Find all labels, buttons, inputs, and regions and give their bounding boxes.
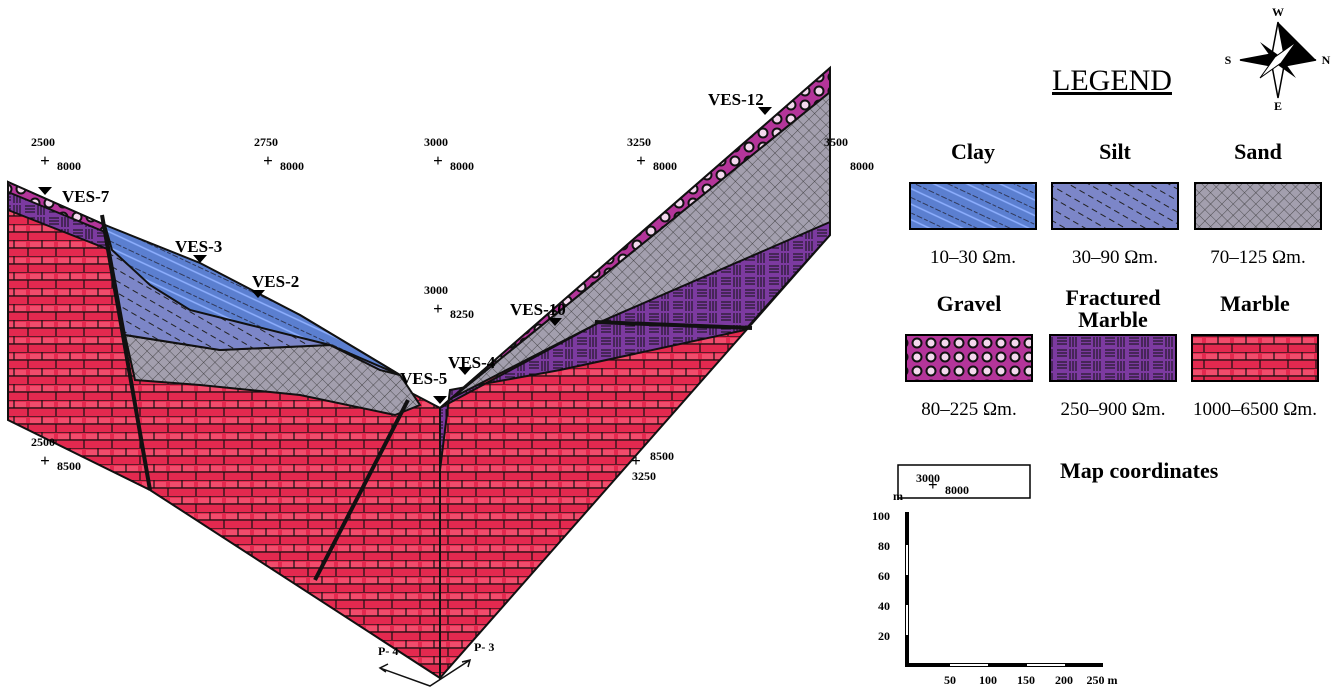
scale-y-label: 40: [878, 599, 890, 613]
legend-resistivity: 10–30 Ωm.: [930, 247, 1016, 268]
legend-name: Silt: [1099, 139, 1131, 164]
coord-plus: +: [433, 151, 443, 170]
ves-label: VES-7: [62, 187, 110, 206]
ves-label: VES-3: [175, 237, 222, 256]
coord-y: 8000: [850, 159, 874, 173]
scale-y-label: 60: [878, 569, 890, 583]
coord-plus: +: [40, 451, 50, 470]
coord-y: 8000: [653, 159, 677, 173]
legend-swatch: [906, 335, 1032, 381]
scale-x-label: 150: [1017, 673, 1035, 687]
coord-plus: +: [263, 151, 273, 170]
legend-title: LEGEND: [1052, 64, 1172, 97]
coord-x: 3500: [824, 135, 848, 149]
scale-x-label: 50: [944, 673, 956, 687]
coord-x: 3250: [627, 135, 651, 149]
coord-y: 8500: [650, 449, 674, 463]
map-coord-label: Map coordinates: [1060, 458, 1219, 483]
coord-x: 2500: [31, 435, 55, 449]
scale-x-label: 200: [1055, 673, 1073, 687]
coord-plus: +: [433, 299, 443, 318]
coord-plus: +: [40, 151, 50, 170]
ves-label: VES-2: [252, 272, 299, 291]
legend-name: Clay: [951, 139, 995, 164]
coord-x: 2750: [254, 135, 278, 149]
map-coord-plus: +: [928, 475, 938, 494]
legend-name: Marble: [1220, 291, 1290, 316]
ves-label: VES-10: [510, 300, 566, 319]
coord-y: 8000: [280, 159, 304, 173]
scale-y-label: 100: [872, 509, 890, 523]
coord-y: 8000: [450, 159, 474, 173]
coord-x: 3000: [424, 135, 448, 149]
legend-swatch: [1050, 335, 1176, 381]
legend-name: Gravel: [937, 291, 1002, 316]
scale-unit: m: [893, 489, 903, 503]
legend-resistivity: 70–125 Ωm.: [1210, 247, 1305, 268]
diagram: W E S N LEGEND 3000 + 8000 Map coordinat…: [0, 0, 1344, 689]
compass-w: W: [1272, 5, 1284, 19]
ves-marker: [38, 187, 52, 195]
scale-bar: [907, 512, 1103, 665]
coord-x: 3250: [632, 469, 656, 483]
legend-resistivity: 80–225 Ωm.: [921, 399, 1016, 420]
coord-x: 3000: [424, 283, 448, 297]
coord-plus: +: [636, 151, 646, 170]
coord-y: 8250: [450, 307, 474, 321]
legend-resistivity: 250–900 Ωm.: [1061, 399, 1166, 420]
legend-name: Sand: [1234, 139, 1282, 164]
scale-y-label: 20: [878, 629, 890, 643]
legend-swatch: [910, 183, 1036, 229]
compass: [1240, 22, 1316, 98]
legend-resistivity: 1000–6500 Ωm.: [1193, 399, 1317, 420]
scale-x-label: 250 m: [1087, 673, 1118, 687]
legend-swatch: [1195, 183, 1321, 229]
scale-x-label: 100: [979, 673, 997, 687]
legend-resistivity: 30–90 Ωm.: [1072, 247, 1158, 268]
compass-n: N: [1322, 53, 1331, 67]
coord-y: 8000: [57, 159, 81, 173]
profile-label: P- 4: [378, 644, 398, 658]
coord-y: 8500: [57, 459, 81, 473]
profile-label: P- 3: [474, 640, 494, 654]
coord-x: 2500: [31, 135, 55, 149]
scale-y-label: 80: [878, 539, 890, 553]
ves-label: VES-12: [708, 90, 764, 109]
marble-left: [8, 182, 440, 678]
compass-e: E: [1274, 99, 1282, 113]
legend-swatch: [1192, 335, 1318, 381]
map-coord-y: 8000: [945, 483, 969, 497]
ves-label: VES-5: [400, 369, 447, 388]
legend-swatch: [1052, 183, 1178, 229]
compass-s: S: [1225, 53, 1232, 67]
coord-plus: +: [631, 451, 641, 470]
ves-label: VES-4: [448, 353, 496, 372]
